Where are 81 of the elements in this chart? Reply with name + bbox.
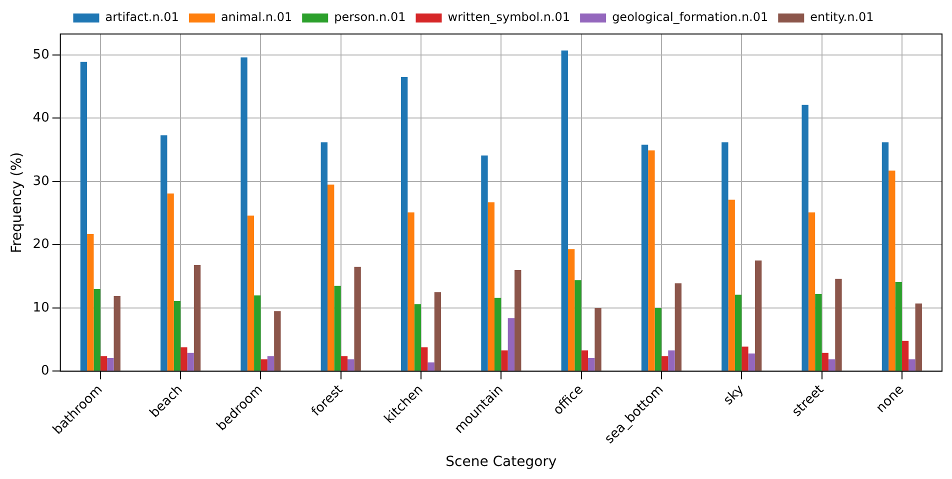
y-tick-label: 0 [41,364,50,379]
bar [594,308,602,371]
bar [187,352,194,371]
bar [414,304,422,371]
bar [167,193,174,371]
x-axis-title: Scene Category [446,454,557,470]
bar [340,356,348,371]
bar [574,280,582,371]
y-tick-label: 30 [32,174,50,189]
legend-label: entity.n.01 [810,10,874,24]
bar [822,352,828,371]
bar [734,294,742,371]
bar [400,77,408,371]
bar [514,270,522,371]
legend-label: person.n.01 [334,10,406,24]
bar [180,347,188,371]
bar [902,340,909,371]
bar [895,282,902,371]
y-tick-label: 20 [32,237,50,252]
bar [501,350,508,371]
legend-label: artifact.n.01 [105,10,179,24]
bar [641,144,648,371]
bar [194,264,201,371]
bar [808,212,816,371]
x-tick-label: sky [721,382,748,408]
bar [348,359,354,371]
bar [754,260,762,371]
bar [802,104,808,371]
bar [481,155,488,371]
bar [421,347,428,371]
bar [815,294,822,371]
bar [408,212,414,371]
bar [434,292,442,371]
bar [828,359,836,371]
bar [107,358,114,371]
bar [888,170,896,371]
bar [661,356,668,371]
bar [835,278,842,371]
y-tick-label: 10 [32,300,50,316]
bar [100,356,108,371]
bar [114,296,120,371]
y-axis-title: Frequency (%) [9,152,26,254]
bar [674,283,682,371]
bar [94,288,100,371]
bar [508,318,515,371]
bar [648,150,655,371]
bar [247,216,254,371]
bar [654,308,662,371]
bar [588,358,595,371]
bar [328,184,334,371]
bar [87,234,94,371]
bar [320,142,328,371]
bar [915,304,922,371]
legend-label: geological_formation.n.01 [612,10,768,24]
bar [728,200,735,371]
bar [882,142,889,371]
bar [428,362,434,371]
bar [334,286,341,371]
bar [561,50,568,371]
bar [160,135,168,371]
bar [908,359,916,371]
bar [260,359,268,371]
bar [742,346,748,371]
bar [240,57,248,371]
bar [488,202,494,371]
bar [722,142,728,371]
bar [354,266,361,371]
bar [748,354,755,371]
bar [494,298,502,371]
bar [568,249,575,371]
bar [80,62,88,371]
bar [274,311,281,371]
bar [174,301,181,371]
bar [581,350,588,371]
legend-label: animal.n.01 [220,10,292,24]
bar [668,350,675,371]
bar [254,295,261,371]
y-tick-label: 40 [32,110,50,126]
y-tick-label: 50 [32,47,50,62]
legend-label: written_symbol.n.01 [448,10,570,24]
bar [267,356,274,371]
